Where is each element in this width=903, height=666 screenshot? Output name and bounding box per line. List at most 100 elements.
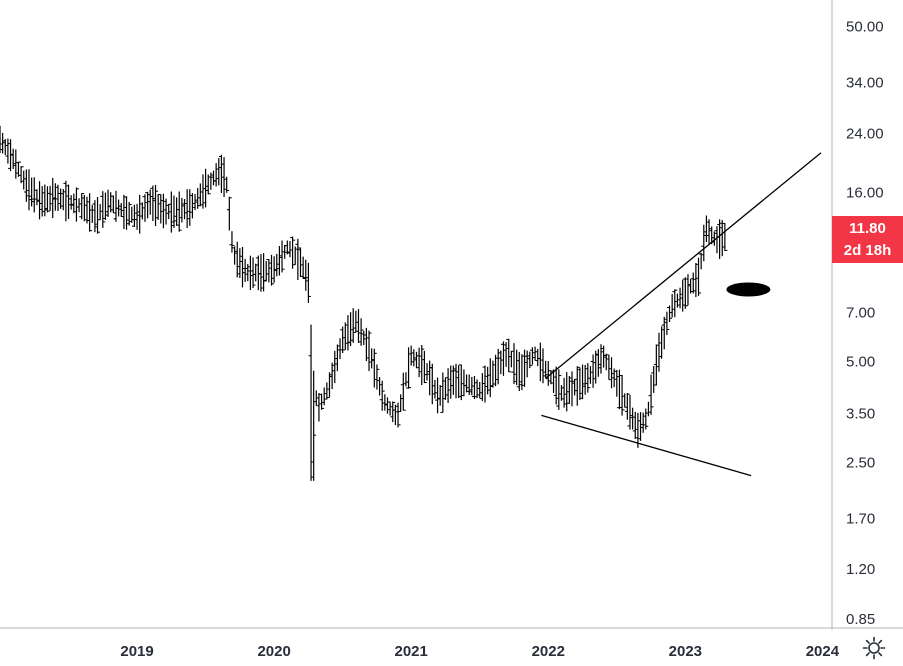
ohlc-bar (305, 262, 311, 303)
ohlc-bar (395, 402, 401, 428)
ohlc-bar (187, 189, 193, 226)
ohlc-bar (537, 342, 543, 382)
ohlc-bar (371, 348, 377, 388)
ohlc-bar (316, 392, 322, 422)
ohlc-bar (10, 148, 16, 169)
ohlc-bar (52, 183, 58, 211)
ohlc-bar (503, 342, 509, 367)
ohlc-bar (722, 222, 728, 251)
ohlc-bar (26, 169, 32, 211)
ohlc-bar (250, 257, 256, 289)
ohlc-bar (87, 193, 93, 232)
ohlc-bar (71, 193, 77, 214)
ohlc-bar (685, 274, 691, 306)
ohlc-bar (448, 365, 454, 399)
ohlc-bar (2, 139, 8, 156)
ohlc-bar (482, 365, 488, 403)
ohlc-bar (413, 351, 419, 369)
ohlc-bar (266, 258, 272, 283)
ohlc-bar (197, 183, 203, 207)
ohlc-bar (595, 349, 601, 377)
ohlc-bar (113, 190, 119, 222)
ohlc-bar (171, 195, 177, 228)
ohlc-bar (440, 372, 446, 413)
ohlc-bar (545, 361, 551, 386)
ohlc-bar (624, 392, 630, 420)
ohlc-bar (192, 193, 198, 211)
ohlc-bar (585, 363, 591, 393)
ohlc-bar (213, 163, 219, 187)
ohlc-bar (37, 181, 43, 220)
ohlc-bar (437, 385, 443, 406)
ohlc-bar (137, 194, 143, 234)
ohlc-bar (442, 377, 448, 400)
ohlc-bar (174, 197, 180, 226)
ohlc-bar (630, 407, 636, 430)
ohlc-bar (574, 366, 580, 406)
ohlc-bar (253, 263, 259, 282)
ohlc-bar (566, 376, 572, 404)
ohlc-bar (84, 196, 90, 224)
ohlc-bar (274, 253, 280, 277)
ohlc-bar (255, 255, 261, 291)
ohlc-bar (68, 195, 74, 210)
ohlc-bar (511, 343, 517, 385)
ohlc-bar (116, 199, 122, 217)
ohlc-bar (211, 170, 217, 186)
y-tick-label: 0.85 (846, 611, 875, 628)
ohlc-bar (717, 219, 723, 260)
ohlc-bar (271, 256, 277, 283)
ohlc-bar (23, 169, 29, 202)
settings-gear-icon[interactable] (862, 636, 886, 660)
ohlc-bar (524, 350, 530, 378)
ohlc-bar (553, 366, 559, 405)
ohlc-bar (329, 362, 335, 390)
ohlc-bar (577, 367, 583, 400)
ohlc-bar (456, 365, 462, 399)
ohlc-bar (701, 224, 707, 262)
ohlc-bar (421, 350, 427, 384)
ohlc-bar (208, 172, 214, 190)
ohlc-bar (89, 204, 95, 224)
ohlc-bar (500, 341, 506, 376)
x-tick-label: 2020 (257, 643, 290, 660)
ohlc-bar (363, 327, 369, 362)
ohlc-bar (419, 345, 425, 386)
ohlc-bar (450, 365, 456, 395)
ohlc-bar (105, 189, 111, 217)
ohlc-bar (355, 309, 361, 343)
ohlc-bar (224, 176, 230, 193)
ohlc-bar (632, 411, 638, 440)
last-price-label: 11.80 (849, 220, 886, 237)
y-tick-label: 3.50 (846, 405, 875, 422)
ohlc-bar (245, 263, 251, 282)
ohlc-bar (34, 189, 40, 206)
ohlc-bar (163, 198, 169, 225)
ohlc-bar (682, 277, 688, 309)
ohlc-bar (696, 257, 702, 296)
ohlc-bar (614, 369, 620, 397)
ohlc-bar (358, 318, 364, 346)
ohlc-bar (522, 349, 528, 387)
ohlc-bar (606, 354, 612, 380)
ohlc-bar (308, 324, 314, 481)
ohlc-bar (408, 345, 414, 366)
ohlc-bar (506, 338, 512, 373)
ohlc-bar (664, 311, 670, 336)
ohlc-bar (147, 189, 153, 215)
ohlc-bar (179, 197, 185, 223)
ohlc-bar (361, 330, 367, 346)
ohlc-bar (498, 350, 504, 375)
trendline-upper (545, 152, 822, 379)
ohlc-bar (703, 215, 709, 242)
last-price-badge: 11.80 2d 18h (832, 216, 903, 263)
ohlc-bar (29, 177, 35, 207)
ohlc-bar (416, 347, 422, 378)
ohlc-bar (108, 192, 114, 213)
ohlc-bar (290, 236, 296, 269)
ohlc-bar (527, 351, 533, 369)
ohlc-bar (622, 393, 628, 408)
ohlc-bar (73, 187, 79, 222)
ohlc-bar (384, 397, 390, 414)
